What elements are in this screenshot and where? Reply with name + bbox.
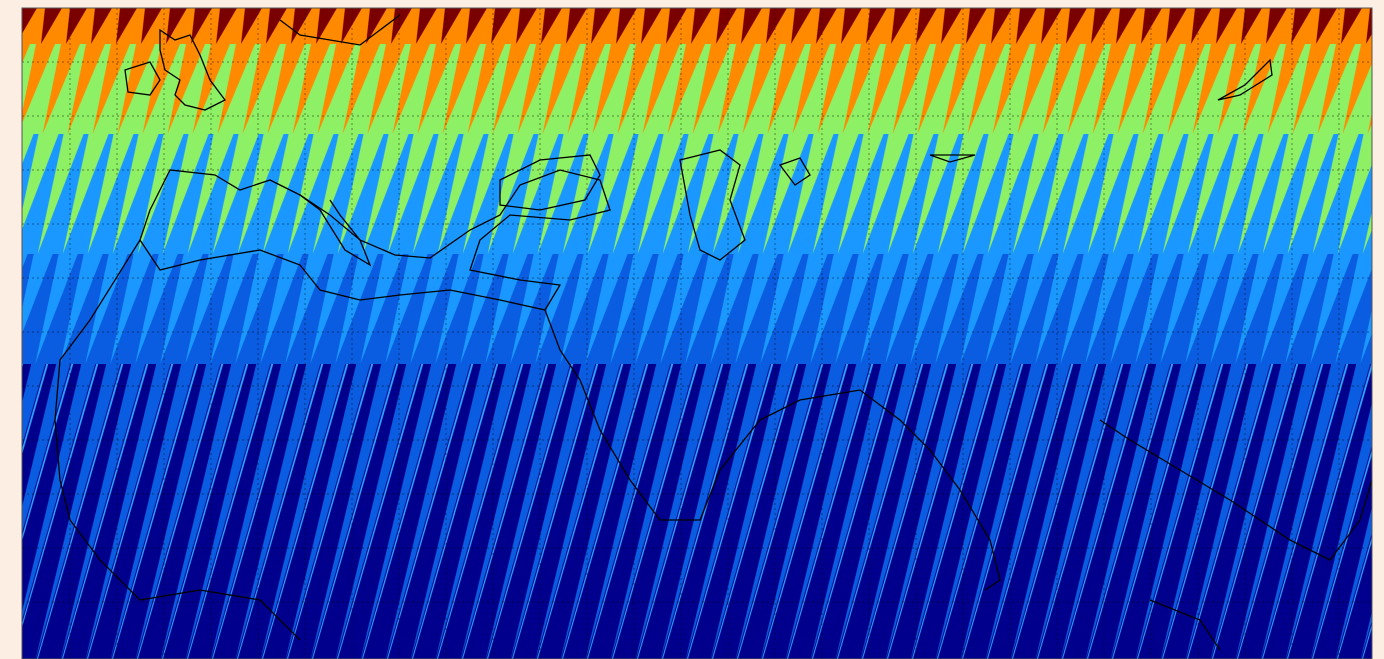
band: [22, 8, 1372, 44]
band: [22, 134, 1372, 254]
swath-field: [22, 8, 1372, 659]
band: [22, 254, 1372, 364]
band: [22, 44, 1372, 134]
band: [22, 364, 1372, 659]
